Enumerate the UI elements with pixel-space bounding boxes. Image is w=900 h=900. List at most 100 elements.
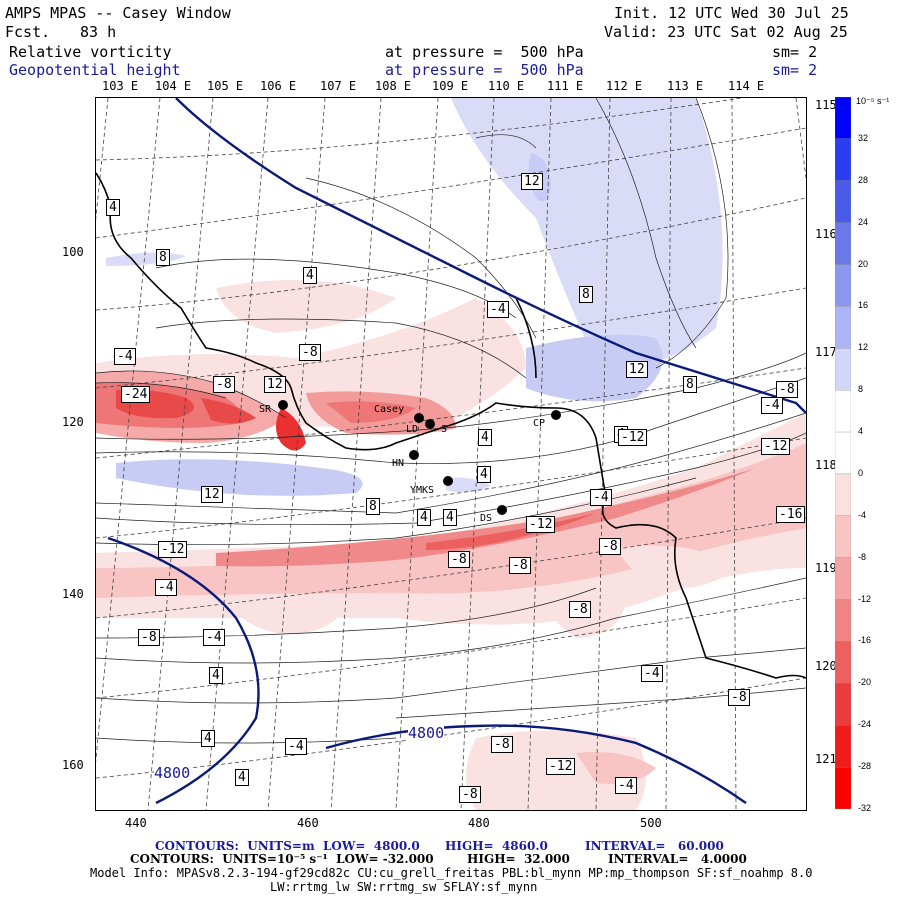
- lon-label: 105 E: [207, 79, 244, 93]
- colorbar-label: 24: [858, 216, 869, 227]
- contour-label: -8: [728, 689, 750, 706]
- contour-label: -16: [776, 506, 806, 523]
- station-label: LD: [406, 424, 419, 435]
- contour-label: 12: [626, 361, 648, 378]
- colorbar-swatch: [834, 390, 852, 433]
- contour-label: 12: [521, 173, 543, 190]
- station-label: YMKS: [410, 485, 435, 496]
- map-panel: SR Casey LD S HN CP YMKS DS -24 -8 12 -4 -8 4…: [95, 97, 807, 811]
- colorbar-label: 32: [858, 132, 869, 143]
- forecast-label: Fcst.: [5, 23, 51, 41]
- colorbar-label: -8: [858, 551, 867, 562]
- height-contour-info: CONTOURS: UNITS=m LOW= 4800.0: [155, 839, 420, 853]
- colorbar-swatch: [834, 348, 852, 391]
- colorbar-swatch: [834, 766, 852, 810]
- colorbar-label: -20: [858, 677, 872, 688]
- contour-label: -8: [459, 786, 481, 803]
- colorbar-label: 20: [858, 258, 869, 269]
- colorbar-label: -32: [858, 803, 872, 813]
- contour-label: 8: [156, 249, 170, 266]
- colorbar-label: 28: [858, 174, 869, 185]
- colorbar-label: -16: [858, 635, 872, 646]
- contour-label: -8: [138, 629, 160, 646]
- colorbar-unit: 10⁻⁵ s⁻¹: [856, 96, 890, 106]
- contour-label: -8: [491, 736, 513, 753]
- colorbar-swatch: [834, 222, 852, 265]
- station-markers: [278, 400, 561, 515]
- lon-label: 106 E: [260, 79, 297, 93]
- contour-label: 4: [417, 509, 431, 526]
- contour-label: -8: [299, 344, 321, 361]
- contour-label: -4: [615, 777, 637, 794]
- contour-label: -8: [448, 551, 470, 568]
- vorticity-shading: [96, 98, 806, 810]
- field1-smoothing: sm= 2: [772, 43, 818, 61]
- contour-label: -12: [526, 516, 556, 533]
- lon-label: 113 E: [667, 79, 704, 93]
- station-label: Casey: [374, 404, 405, 415]
- map-svg: [96, 98, 806, 810]
- contour-label: -4: [761, 397, 783, 414]
- colorbar-swatch: [834, 683, 852, 726]
- colorbar-swatch: [834, 515, 852, 558]
- lon-label: 111 E: [547, 79, 584, 93]
- colorbar: [834, 96, 852, 813]
- station-label: SR: [259, 404, 272, 415]
- colorbar-swatch: [834, 138, 852, 181]
- colorbar-swatch: [834, 725, 852, 768]
- station-label: CP: [533, 418, 546, 429]
- contour-label: 8: [366, 498, 380, 515]
- contour-label: -12: [158, 541, 188, 558]
- colorbar-swatch: [834, 641, 852, 684]
- contour-label: 4: [478, 429, 492, 446]
- field2-level: at pressure = 500 hPa: [385, 61, 584, 79]
- station-label: S: [441, 424, 448, 435]
- lon-label: 107 E: [320, 79, 357, 93]
- contour-label: 4: [303, 267, 317, 284]
- contour-label: -8: [569, 601, 591, 618]
- colorbar-label: 8: [858, 384, 864, 395]
- lon-label: 109 E: [432, 79, 469, 93]
- field2-smoothing: sm= 2: [772, 61, 818, 79]
- field1-name: Relative vorticity: [9, 43, 172, 61]
- model-info-2: LW:rrtmg_lw SW:rrtmg_sw SFLAY:sf_mynn: [270, 880, 538, 894]
- height-label: 4800: [154, 764, 191, 782]
- contour-label: -4: [487, 301, 509, 318]
- vorticity-contour-interval: INTERVAL= 4.0000: [608, 852, 747, 866]
- contour-label: -8: [509, 557, 531, 574]
- contour-label: 8: [579, 286, 593, 303]
- y-tick: 140: [62, 587, 84, 601]
- contour-label: 8: [683, 376, 697, 393]
- y-tick: 100: [62, 245, 84, 259]
- colorbar-label: -12: [858, 593, 872, 604]
- colorbar-swatch: [834, 599, 852, 642]
- contour-label: 12: [201, 486, 223, 503]
- vorticity-contour-info: CONTOURS: UNITS=10⁻⁵ s⁻¹ LOW= -32.000: [130, 852, 434, 866]
- height-contour-high: HIGH= 4860.0: [445, 839, 548, 853]
- contour-label: -4: [155, 579, 177, 596]
- forecast-hour: 83 h: [80, 23, 117, 41]
- station-label: DS: [480, 513, 493, 524]
- contour-label: 4: [477, 466, 491, 483]
- field2-name: Geopotential height: [9, 61, 181, 79]
- contour-label: -8: [776, 381, 798, 398]
- valid-time: Valid: 23 UTC Sat 02 Aug 25: [604, 23, 848, 41]
- model-info: Model Info: MPASv8.2.3-194-gf29cd82c CU:…: [90, 866, 813, 880]
- colorbar-label: -4: [858, 509, 867, 520]
- lon-label: 108 E: [375, 79, 412, 93]
- station-label: HN: [392, 458, 405, 469]
- coastline: [96, 172, 806, 679]
- contour-label: -24: [121, 386, 151, 403]
- lon-label: 112 E: [606, 79, 643, 93]
- contour-label: 4: [201, 730, 215, 747]
- x-tick: 440: [125, 816, 147, 830]
- vorticity-contour-high: HIGH= 32.000: [467, 852, 570, 866]
- lon-label: 104 E: [155, 79, 192, 93]
- colorbar-swatch: [834, 264, 852, 307]
- colorbar-swatch: [834, 180, 852, 223]
- contour-label: -12: [546, 758, 576, 775]
- contour-label: -4: [285, 738, 307, 755]
- contour-label: -12: [761, 438, 791, 455]
- colorbar-swatch: [834, 473, 852, 516]
- contour-label: 12: [264, 376, 286, 393]
